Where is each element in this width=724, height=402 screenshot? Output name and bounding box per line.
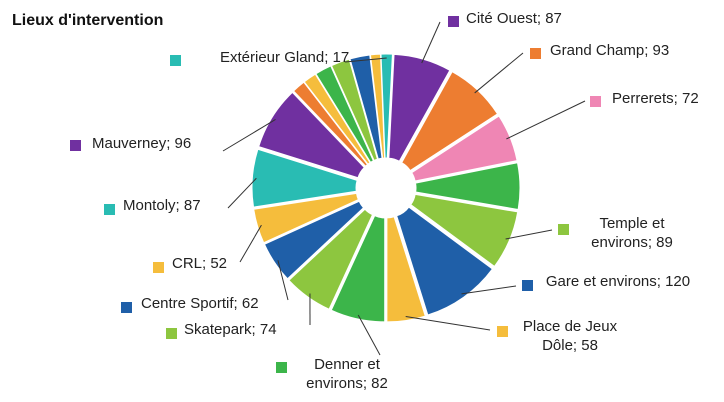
legend-swatch bbox=[558, 224, 569, 235]
leader-line bbox=[421, 21, 441, 64]
legend-swatch bbox=[104, 204, 115, 215]
data-label: Cité Ouest; 87 bbox=[466, 10, 562, 27]
pie-slice bbox=[258, 91, 366, 179]
pie-slice bbox=[263, 200, 365, 280]
chart-title: Lieux d'intervention bbox=[12, 12, 164, 29]
legend-swatch bbox=[590, 96, 601, 107]
data-label: Place de Jeux Dôle; 58 bbox=[522, 318, 618, 354]
leader-line bbox=[357, 314, 381, 356]
leader-line bbox=[239, 224, 262, 263]
leader-line bbox=[344, 57, 387, 63]
legend-swatch bbox=[153, 262, 164, 273]
pie-slice bbox=[410, 115, 518, 182]
pie-slice bbox=[414, 162, 521, 211]
leader-line bbox=[505, 229, 553, 240]
leader-line bbox=[405, 316, 491, 331]
pie-slice bbox=[288, 208, 374, 310]
pie-slice bbox=[330, 215, 386, 323]
data-label: Extérieur Gland; 17 bbox=[220, 49, 350, 66]
legend-swatch bbox=[448, 16, 459, 27]
pie-slice bbox=[292, 81, 369, 167]
legend-swatch bbox=[276, 362, 287, 373]
pie-slice bbox=[388, 53, 451, 162]
pie-slice bbox=[396, 206, 494, 316]
pie-slice bbox=[315, 65, 375, 163]
legend-swatch bbox=[522, 280, 533, 291]
leader-line bbox=[277, 260, 289, 301]
data-label: Skatepark; 74 bbox=[184, 321, 277, 338]
pie-slice bbox=[349, 54, 383, 160]
data-label: Mauverney; 96 bbox=[92, 135, 192, 152]
pie-slice bbox=[251, 148, 358, 208]
data-label: Grand Champ; 93 bbox=[550, 42, 670, 59]
pie-slice bbox=[253, 192, 360, 244]
pie-slice bbox=[410, 193, 519, 268]
data-label: Denner et environs; 82 bbox=[306, 356, 388, 392]
pie-slice bbox=[380, 53, 393, 159]
data-label: Gare et environs; 120 bbox=[545, 273, 691, 290]
pie-slice bbox=[386, 216, 426, 323]
legend-swatch bbox=[121, 302, 132, 313]
data-label: CRL; 52 bbox=[172, 255, 228, 272]
pie-slice bbox=[303, 73, 371, 165]
data-label: Centre Sportif; 62 bbox=[141, 295, 259, 312]
leader-line bbox=[506, 100, 586, 140]
leader-line bbox=[461, 285, 517, 295]
data-label: Temple et environs; 89 bbox=[591, 215, 673, 251]
legend-swatch bbox=[497, 326, 508, 337]
leader-line bbox=[222, 119, 276, 152]
pie-slice bbox=[330, 58, 379, 162]
pie-slice bbox=[369, 53, 386, 159]
legend-swatch bbox=[170, 55, 181, 66]
legend-swatch bbox=[530, 48, 541, 59]
pie-slice bbox=[401, 71, 499, 172]
leader-line bbox=[474, 52, 524, 94]
data-label: Perrerets; 72 bbox=[612, 90, 699, 107]
leader-line bbox=[227, 177, 257, 209]
data-label: Montoly; 87 bbox=[123, 197, 201, 214]
center-hole bbox=[358, 160, 414, 216]
legend-swatch bbox=[70, 140, 81, 151]
legend-swatch bbox=[166, 328, 177, 339]
